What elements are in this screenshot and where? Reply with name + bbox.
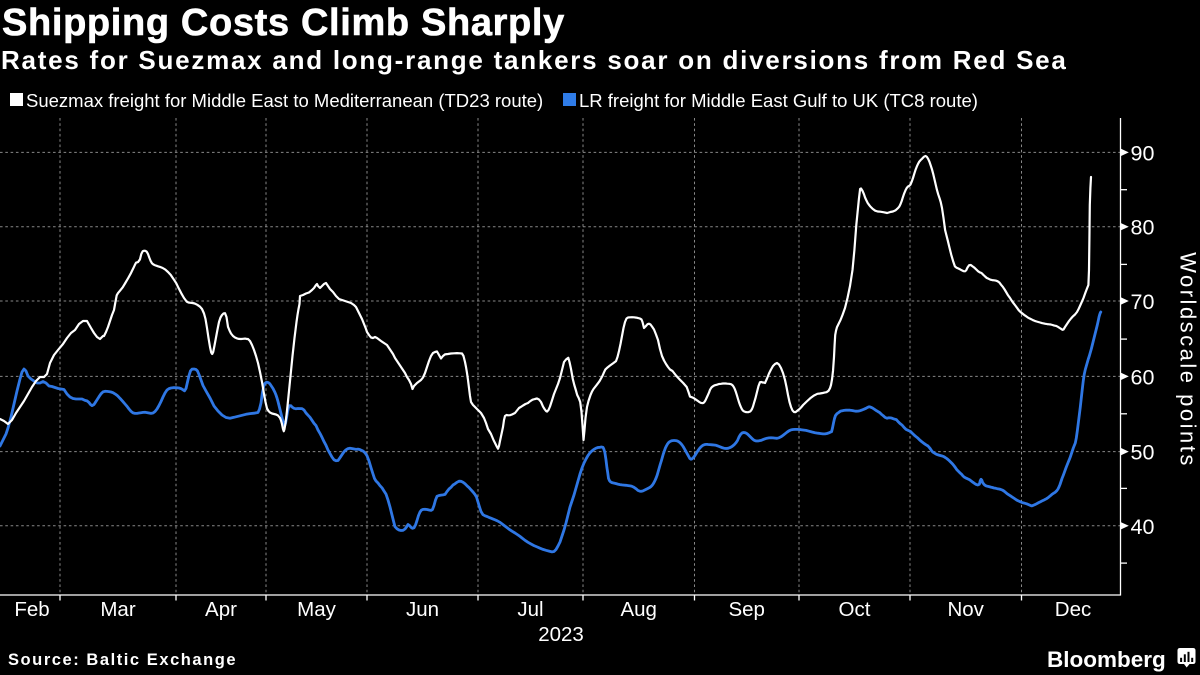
svg-text:Feb: Feb <box>14 598 49 621</box>
svg-text:Nov: Nov <box>947 598 984 621</box>
svg-text:70: 70 <box>1131 290 1155 314</box>
svg-text:50: 50 <box>1131 441 1155 465</box>
svg-text:2023: 2023 <box>538 623 584 646</box>
svg-text:Oct: Oct <box>839 598 871 621</box>
svg-text:Mar: Mar <box>100 598 135 621</box>
svg-text:60: 60 <box>1131 365 1155 389</box>
svg-text:May: May <box>297 598 336 621</box>
svg-text:Apr: Apr <box>205 598 237 621</box>
svg-text:90: 90 <box>1131 141 1155 165</box>
svg-text:Dec: Dec <box>1055 598 1091 621</box>
svg-text:Sep: Sep <box>728 598 764 621</box>
svg-text:80: 80 <box>1131 216 1155 240</box>
svg-text:Worldscale points: Worldscale points <box>1176 252 1200 468</box>
svg-text:Jun: Jun <box>406 598 439 621</box>
svg-text:Jul: Jul <box>517 598 543 621</box>
svg-text:40: 40 <box>1131 515 1155 539</box>
svg-text:Aug: Aug <box>620 598 656 621</box>
